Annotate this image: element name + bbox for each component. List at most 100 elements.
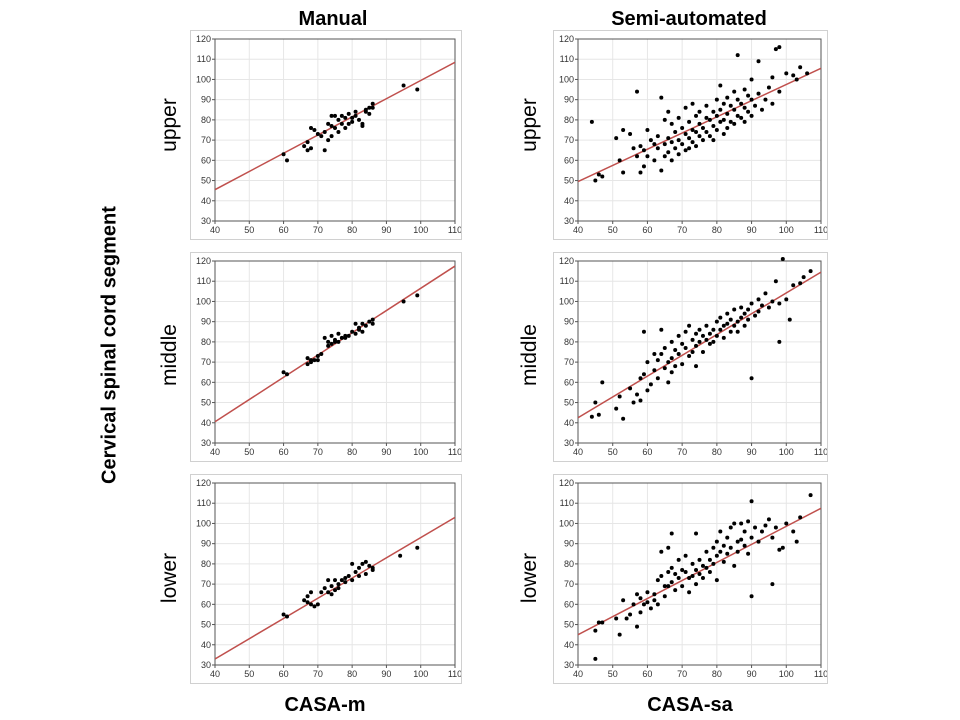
y-tick-label: 120	[559, 34, 574, 44]
data-point	[336, 339, 341, 344]
x-tick-label: 50	[608, 225, 618, 235]
x-tick-label: 110	[814, 669, 827, 679]
data-point	[312, 604, 317, 609]
row-label-lower-right: lower	[518, 552, 541, 604]
data-point	[756, 539, 761, 544]
data-point	[350, 115, 355, 120]
data-point	[662, 366, 667, 371]
data-point	[756, 59, 761, 64]
data-point	[728, 119, 733, 124]
data-point	[735, 319, 740, 324]
data-point	[638, 144, 643, 149]
data-point	[794, 539, 799, 544]
scatter-plot: 40 50 60 70 80 90 100 1103040506070809010011012…	[559, 34, 827, 235]
data-point	[641, 602, 646, 607]
y-tick-label: 120	[196, 256, 211, 266]
data-point	[360, 329, 365, 334]
x-tick-label: 70	[677, 669, 687, 679]
x-tick-label: 100	[413, 669, 428, 679]
data-point	[690, 101, 695, 106]
data-point	[666, 109, 671, 114]
data-point	[711, 561, 716, 566]
data-point	[326, 138, 331, 143]
data-point	[309, 146, 313, 151]
plot-frame	[577, 260, 822, 444]
data-point	[638, 376, 643, 381]
y-tick-label: 100	[559, 296, 574, 306]
data-point	[401, 83, 406, 88]
y-tick-label: 80	[564, 337, 574, 347]
y-tick-label: 40	[564, 640, 574, 650]
data-point	[312, 358, 317, 363]
y-tick-label: 110	[560, 276, 574, 286]
data-point	[725, 551, 730, 556]
data-point	[336, 582, 341, 587]
y-tick-label: 40	[201, 418, 211, 428]
data-point	[624, 616, 629, 621]
data-point	[732, 323, 737, 328]
data-point	[346, 121, 351, 126]
x-tick-label: 100	[779, 447, 794, 457]
y-tick-label: 30	[564, 216, 574, 226]
data-point	[749, 594, 754, 599]
data-point	[357, 565, 361, 570]
data-point	[777, 547, 782, 552]
data-point	[343, 125, 348, 130]
y-axis-label: Cervical spinal cord segment	[98, 206, 121, 484]
y-tick-label: 90	[564, 317, 574, 327]
data-point	[370, 321, 375, 326]
data-point	[697, 121, 702, 126]
data-point	[683, 345, 688, 350]
data-point	[742, 105, 747, 110]
data-point	[631, 400, 636, 405]
y-tick-label: 80	[201, 559, 211, 569]
data-point	[614, 616, 619, 621]
data-point	[732, 121, 737, 126]
data-point	[732, 107, 737, 112]
data-point	[725, 95, 730, 100]
data-point	[777, 339, 782, 344]
data-point	[746, 109, 751, 114]
data-point	[305, 140, 310, 145]
data-point	[742, 529, 747, 534]
data-point	[360, 561, 365, 566]
data-point	[763, 523, 768, 528]
data-point	[704, 130, 709, 135]
scatter-panel-manual-upper: 40 50 60 70 80 90 100 110 30 40 50 60 70 80 90 100 110 12…	[190, 30, 462, 240]
data-point	[593, 656, 598, 661]
data-point	[700, 350, 705, 354]
data-point	[645, 600, 650, 605]
data-point	[350, 561, 355, 566]
data-point	[676, 115, 681, 120]
data-point	[697, 134, 702, 139]
data-point	[687, 119, 692, 124]
data-point	[735, 53, 740, 58]
data-point	[281, 152, 286, 157]
data-point	[319, 134, 324, 139]
x-tick-label: 70	[313, 669, 323, 679]
data-point	[666, 584, 671, 589]
data-point	[305, 148, 310, 153]
data-point	[659, 549, 664, 554]
data-point	[680, 567, 685, 572]
data-point	[749, 535, 754, 540]
data-point	[336, 586, 341, 591]
y-tick-label: 80	[564, 559, 574, 569]
data-point	[742, 119, 747, 124]
data-point	[694, 343, 699, 348]
data-point	[683, 553, 688, 558]
x-tick-label: 100	[413, 447, 428, 457]
plot-frame	[214, 260, 456, 444]
data-point	[655, 578, 660, 583]
data-point	[614, 136, 619, 141]
y-tick-label: 110	[197, 498, 211, 508]
data-point	[718, 529, 723, 534]
x-tick-label: 110	[448, 447, 461, 457]
data-point	[329, 113, 334, 118]
data-point	[336, 331, 341, 336]
data-point	[687, 590, 692, 595]
data-point	[753, 313, 758, 318]
data-point	[635, 624, 640, 629]
y-tick-label: 60	[201, 155, 211, 165]
data-point	[739, 521, 744, 526]
